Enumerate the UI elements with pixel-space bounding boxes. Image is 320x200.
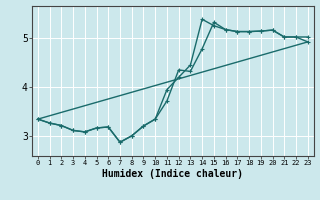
X-axis label: Humidex (Indice chaleur): Humidex (Indice chaleur)	[102, 169, 243, 179]
